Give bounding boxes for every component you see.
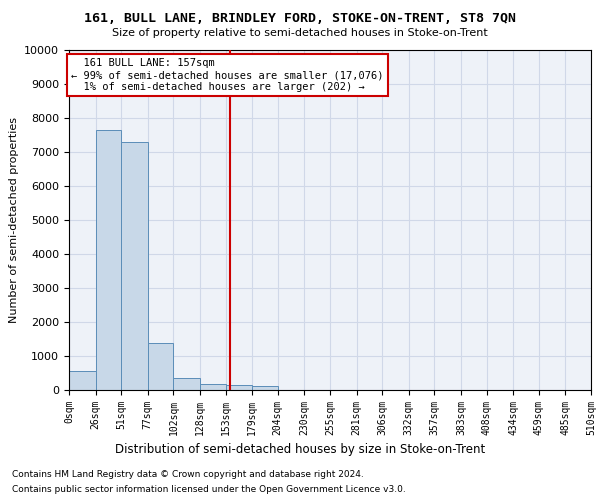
Text: Contains public sector information licensed under the Open Government Licence v3: Contains public sector information licen… [12,485,406,494]
Bar [121,142,148,390]
Text: 161 BULL LANE: 157sqm
← 99% of semi-detached houses are smaller (17,076)
  1% of: 161 BULL LANE: 157sqm ← 99% of semi-deta… [71,58,383,92]
Bar [226,385,252,390]
Y-axis label: Number of semi-detached properties: Number of semi-detached properties [9,117,19,323]
Bar [69,372,95,390]
Bar [252,386,278,390]
Bar [173,378,200,390]
Text: Distribution of semi-detached houses by size in Stoke-on-Trent: Distribution of semi-detached houses by … [115,442,485,456]
Text: 161, BULL LANE, BRINDLEY FORD, STOKE-ON-TRENT, ST8 7QN: 161, BULL LANE, BRINDLEY FORD, STOKE-ON-… [84,12,516,26]
Text: Contains HM Land Registry data © Crown copyright and database right 2024.: Contains HM Land Registry data © Crown c… [12,470,364,479]
Text: Size of property relative to semi-detached houses in Stoke-on-Trent: Size of property relative to semi-detach… [112,28,488,38]
Bar [148,343,173,390]
Bar [200,384,226,390]
Bar [95,130,121,390]
